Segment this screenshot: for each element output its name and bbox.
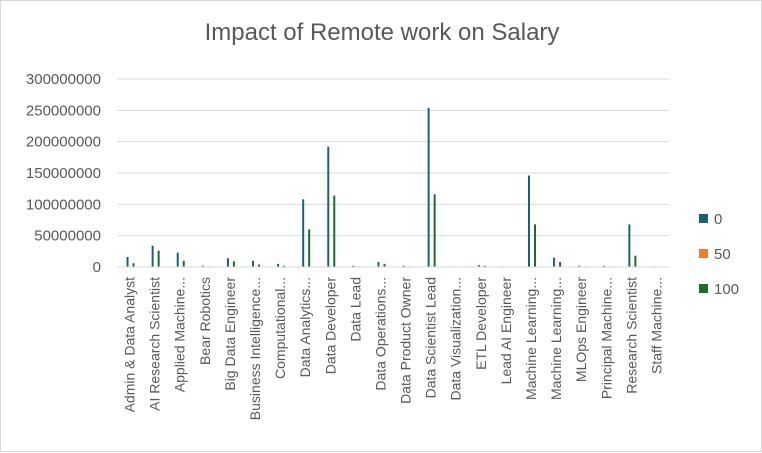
bar-0 [152, 246, 154, 267]
bar-0 [327, 147, 329, 267]
bar-100 [233, 261, 235, 267]
bar-100 [133, 263, 135, 267]
x-tick-label: Research Scientist [623, 277, 639, 394]
x-tick-label: Bear Robotics [197, 277, 213, 365]
x-tick-label: Computational... [272, 277, 288, 379]
bar-100 [559, 262, 561, 267]
y-tick-label: 50000000 [34, 228, 101, 245]
bar-0 [177, 253, 179, 267]
bar-0 [252, 261, 254, 267]
x-tick-label: Applied Machine... [172, 277, 188, 392]
bar-100 [158, 251, 160, 267]
bar-0 [377, 262, 379, 267]
x-tick-label: Machine Learning... [523, 277, 539, 400]
bar-0 [127, 257, 129, 267]
x-tick-label: Data Visualization... [448, 277, 464, 400]
bar-100 [308, 229, 310, 267]
x-tick-label: Data Lead [347, 277, 363, 342]
bar-100 [434, 194, 436, 267]
legend-swatch-0 [699, 214, 708, 223]
x-tick-label: Data Developer [322, 277, 338, 375]
bar-0 [628, 224, 630, 267]
y-tick-label: 250000000 [26, 102, 101, 119]
bar-0 [553, 258, 555, 267]
legend-label-100: 100 [714, 281, 739, 298]
x-tick-label: Lead AI Engineer [498, 277, 514, 385]
x-tick-label: Admin & Data Analyst [122, 277, 138, 413]
x-tick-label: ETL Developer [473, 277, 489, 370]
bar-0 [428, 108, 430, 267]
bar-100 [534, 224, 536, 267]
legend-label-50: 50 [714, 246, 731, 263]
y-tick-label: 0 [93, 259, 101, 276]
y-tick-label: 300000000 [26, 71, 101, 88]
x-tick-label: Data Operations... [372, 277, 388, 391]
bar-100 [333, 196, 335, 267]
x-tick-label: Data Product Owner [398, 277, 414, 404]
bar-0 [302, 199, 304, 267]
legend-label-0: 0 [714, 211, 722, 228]
y-tick-label: 100000000 [26, 196, 101, 213]
x-tick-label: Principal Machine... [598, 277, 614, 399]
x-tick-label: AI Research Scientist [147, 277, 163, 411]
x-tick-label: Machine Learning... [548, 277, 564, 400]
bar-0 [528, 176, 530, 267]
legend-swatch-100 [699, 284, 708, 293]
x-tick-label: Big Data Engineer [222, 277, 238, 391]
x-tick-label: Data Analytics... [297, 277, 313, 377]
y-tick-label: 200000000 [26, 134, 101, 151]
x-tick-label: Data Scientist Lead [423, 277, 439, 398]
x-tick-label: Business Intelligence... [247, 277, 263, 420]
x-tick-label: MLOps Engineer [573, 277, 589, 382]
bar-0 [227, 258, 229, 267]
bar-100 [634, 256, 636, 267]
legend-swatch-50 [699, 249, 708, 258]
y-tick-label: 150000000 [26, 165, 101, 182]
x-tick-label: Staff Machine... [648, 277, 664, 374]
bar-100 [183, 261, 185, 267]
